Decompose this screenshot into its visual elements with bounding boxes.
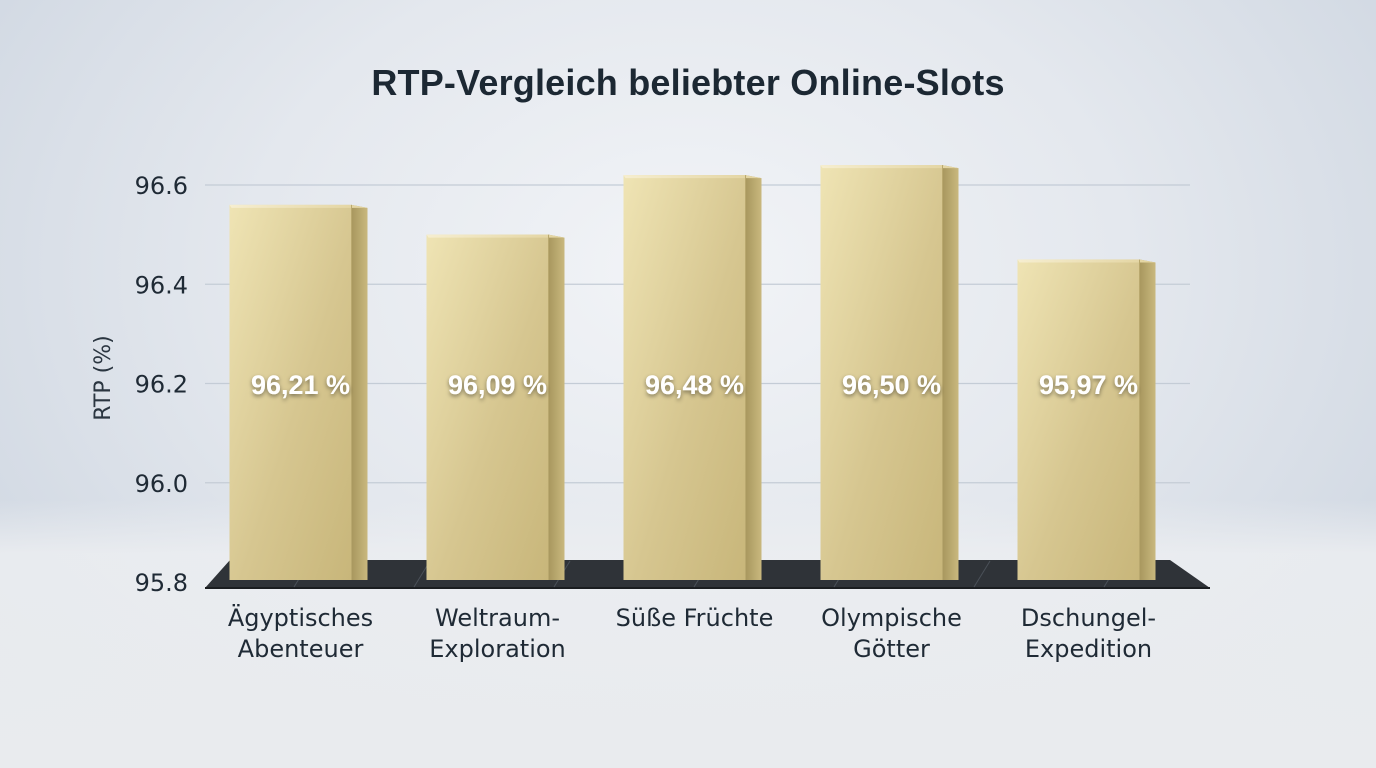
bar-top-face (426, 234, 565, 238)
platform-gridline (973, 560, 991, 588)
y-tick-label: 96.6 (135, 172, 188, 200)
y-tick-label: 96.4 (135, 271, 188, 299)
y-tick-label: 96.2 (135, 371, 188, 399)
y-axis-label: RTP (%) (91, 335, 116, 420)
bar-value-label: 96,48 % (645, 370, 744, 400)
x-category-label: Exploration (429, 635, 566, 663)
bar (229, 204, 368, 580)
x-category-label: Abenteuer (238, 635, 364, 663)
bar-value-label: 95,97 % (1039, 370, 1138, 400)
y-tick-label: 96.0 (135, 470, 188, 498)
bar-top-face (229, 204, 368, 208)
x-category-label: Süße Früchte (616, 604, 774, 632)
x-category-label: Ägyptisches (228, 603, 373, 632)
x-category-label: Götter (853, 635, 930, 663)
x-category-label: Weltraum- (435, 604, 560, 632)
bar-top-face (623, 175, 762, 179)
bar-front-face (426, 234, 549, 580)
x-category-label: Olympische (821, 604, 962, 632)
bar-value-label: 96,21 % (251, 370, 350, 400)
bar-value-label: 96,50 % (842, 370, 941, 400)
chart-title: RTP-Vergleich beliebter Online-Slots (371, 62, 1005, 103)
bar-front-face (229, 204, 352, 580)
bar-top-face (820, 165, 959, 169)
bar (820, 165, 959, 580)
bar-front-face (1017, 259, 1140, 580)
bar-side-face (351, 204, 368, 580)
x-category-label: Dschungel- (1021, 604, 1156, 632)
bar-side-face (745, 175, 762, 580)
bar-front-face (820, 165, 943, 580)
bar (426, 234, 565, 580)
y-tick-label: 95.8 (135, 569, 188, 597)
bar-side-face (942, 165, 959, 580)
bar-side-face (548, 234, 565, 580)
bar (1017, 259, 1156, 580)
bar-value-label: 96,09 % (448, 370, 547, 400)
bar (623, 175, 762, 580)
bar-side-face (1139, 259, 1156, 580)
bar-top-face (1017, 259, 1156, 263)
bar-front-face (623, 175, 746, 580)
x-category-label: Expedition (1025, 635, 1152, 663)
